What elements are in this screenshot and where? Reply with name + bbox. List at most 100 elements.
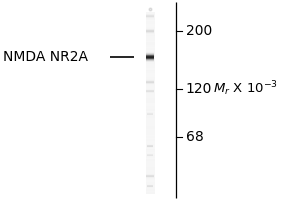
Bar (146, 50, 154, 51)
Bar (146, 59, 154, 61)
Bar (146, 64, 154, 65)
Bar (146, 156, 154, 158)
Bar (146, 192, 154, 194)
Bar (147, 113, 153, 114)
Bar (146, 126, 154, 127)
Bar (146, 48, 154, 50)
Bar (146, 148, 154, 150)
Bar (146, 16, 154, 17)
Bar (146, 56, 154, 57)
Bar (146, 188, 154, 189)
Bar (146, 14, 154, 15)
Bar (146, 120, 154, 121)
Bar (147, 146, 153, 147)
Bar (146, 95, 154, 97)
Bar (146, 177, 154, 178)
Bar (146, 54, 154, 55)
Bar (146, 86, 154, 88)
Bar (146, 61, 154, 62)
Bar (146, 89, 154, 91)
Bar (146, 83, 154, 85)
Bar (146, 182, 154, 183)
Bar (146, 183, 154, 185)
Bar (146, 42, 154, 44)
Bar (146, 152, 154, 153)
Bar (146, 175, 154, 176)
Bar (146, 20, 154, 21)
Bar (146, 118, 154, 120)
Bar (146, 77, 154, 79)
Bar (146, 32, 154, 33)
Bar (146, 130, 154, 132)
Bar (146, 114, 154, 115)
Bar (146, 176, 154, 177)
Bar (147, 112, 153, 113)
Bar (146, 51, 154, 52)
Bar (146, 129, 154, 130)
Bar (146, 170, 154, 171)
Bar (146, 68, 154, 70)
Bar (146, 33, 154, 35)
Bar (146, 58, 154, 59)
Bar (146, 36, 154, 38)
Bar (146, 62, 154, 64)
Bar (146, 45, 154, 47)
Bar (146, 82, 154, 83)
Bar (146, 30, 154, 32)
Bar (146, 51, 154, 53)
Bar (146, 171, 154, 173)
Bar (146, 24, 154, 26)
Bar (146, 162, 154, 164)
Bar (146, 178, 154, 179)
Bar (146, 100, 154, 101)
Bar (147, 184, 153, 185)
Bar (146, 29, 154, 30)
Bar (146, 117, 154, 118)
Bar (146, 79, 154, 80)
Bar (146, 76, 154, 77)
Bar (146, 65, 154, 67)
Bar (146, 53, 154, 54)
Bar (146, 15, 154, 16)
Bar (146, 94, 154, 95)
Bar (146, 173, 154, 174)
Bar (146, 83, 154, 84)
Bar (146, 176, 154, 177)
Bar (146, 67, 154, 68)
Bar (146, 109, 154, 111)
Bar (146, 150, 154, 152)
Bar (146, 161, 154, 162)
Bar (146, 177, 154, 179)
Bar (146, 15, 154, 17)
Bar (146, 158, 154, 159)
Bar (146, 17, 154, 18)
Bar (146, 38, 154, 39)
Bar (146, 144, 154, 145)
Text: $M_r$ X 10$^{-3}$: $M_r$ X 10$^{-3}$ (213, 80, 278, 98)
Bar (146, 103, 154, 105)
Bar (146, 88, 154, 89)
Bar (146, 106, 154, 108)
Text: NMDA NR2A: NMDA NR2A (3, 50, 88, 64)
Bar (146, 54, 154, 56)
Bar (146, 155, 154, 156)
Bar (146, 191, 154, 192)
Bar (146, 142, 154, 144)
Bar (146, 98, 154, 100)
Bar (146, 14, 154, 15)
Bar (146, 168, 154, 170)
Bar (146, 80, 154, 81)
Bar (146, 164, 154, 165)
Bar (146, 18, 154, 19)
Bar (146, 56, 154, 58)
Bar (146, 112, 154, 114)
Text: 120: 120 (186, 82, 212, 96)
Bar (146, 189, 154, 191)
Bar (146, 27, 154, 29)
Bar (146, 17, 154, 18)
Text: 200: 200 (186, 24, 212, 38)
Bar (146, 123, 154, 124)
Bar (146, 26, 154, 27)
Bar (146, 79, 154, 80)
Bar (146, 70, 154, 71)
